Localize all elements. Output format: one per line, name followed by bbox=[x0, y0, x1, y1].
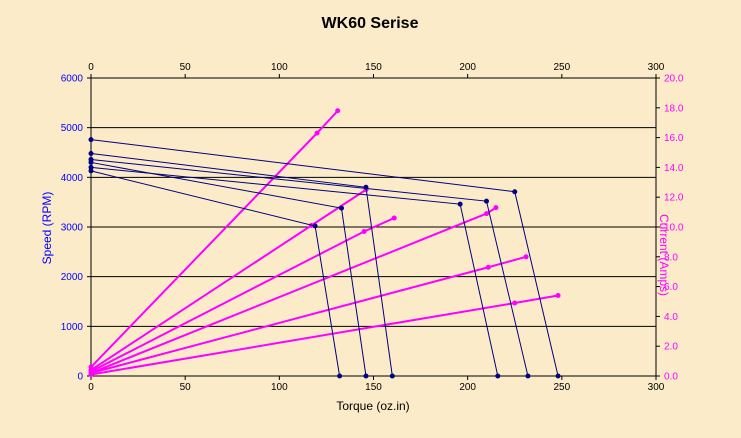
x-top-tick-label: 100 bbox=[271, 62, 288, 73]
speed-data-point bbox=[484, 198, 489, 204]
x-tick-label: 200 bbox=[459, 382, 476, 393]
grid-lines bbox=[91, 127, 656, 327]
speed-data-point bbox=[88, 150, 94, 156]
current-data-point bbox=[484, 211, 489, 217]
x-top-tick-label: 150 bbox=[365, 62, 382, 73]
y2-tick-label: 18.0 bbox=[664, 103, 684, 114]
speed-data-point bbox=[457, 201, 463, 207]
y2-tick-label: 0.0 bbox=[664, 372, 678, 383]
current-data-point bbox=[485, 264, 491, 270]
x-top-tick-label: 300 bbox=[648, 62, 665, 73]
current-data-point bbox=[361, 228, 367, 234]
x-tick-label: 250 bbox=[553, 382, 570, 393]
y-tick-label: 6000 bbox=[61, 74, 84, 85]
y2-tick-label: 2.0 bbox=[664, 342, 678, 353]
y-tick-label: 2000 bbox=[61, 272, 84, 283]
chart-title: WK60 Serise bbox=[322, 15, 419, 32]
y-tick-label: 5000 bbox=[61, 123, 84, 134]
x-tick-label: 100 bbox=[271, 382, 288, 393]
speed-data-point bbox=[363, 373, 369, 379]
speed-data-point bbox=[88, 168, 94, 174]
y2-tick-label: 4.0 bbox=[664, 312, 678, 323]
current-data-point bbox=[493, 205, 499, 211]
series-layer bbox=[88, 108, 561, 379]
y-axis-label: Speed (RPM) bbox=[40, 192, 54, 265]
x-top-tick-label: 250 bbox=[553, 62, 570, 73]
y2-axis-label: Current (Amps) bbox=[657, 214, 671, 296]
y2-tick-label: 20.0 bbox=[664, 74, 684, 85]
current-data-point bbox=[512, 300, 518, 306]
speed-data-point bbox=[312, 223, 318, 229]
current-data-point bbox=[523, 254, 529, 260]
y-tick-label: 1000 bbox=[61, 322, 84, 333]
y-tick-label: 0 bbox=[77, 372, 83, 383]
speed-data-point bbox=[88, 156, 94, 162]
current-data-point bbox=[88, 372, 94, 378]
x-top-tick-label: 200 bbox=[459, 62, 476, 73]
x-axis-label: Torque (oz.in) bbox=[336, 399, 409, 413]
current-data-point bbox=[314, 130, 320, 136]
x-tick-label: 50 bbox=[180, 382, 192, 393]
speed-data-point bbox=[337, 373, 343, 379]
current-data-point bbox=[391, 215, 397, 221]
y2-tick-label: 16.0 bbox=[664, 133, 684, 144]
x-tick-label: 300 bbox=[648, 382, 665, 393]
y2-tick-label: 12.0 bbox=[664, 193, 684, 204]
y2-tick-label: 10.0 bbox=[664, 223, 684, 234]
speed-data-point bbox=[88, 164, 94, 170]
x-top-tick-label: 50 bbox=[180, 62, 192, 73]
current-data-point bbox=[335, 108, 341, 114]
axes: 01000200030004000500060000.02.04.06.08.0… bbox=[61, 62, 684, 393]
x-top-tick-label: 0 bbox=[88, 62, 94, 73]
speed-data-point bbox=[495, 373, 501, 379]
speed-data-point bbox=[512, 189, 518, 195]
x-tick-label: 150 bbox=[365, 382, 382, 393]
speed-data-point bbox=[389, 373, 395, 379]
y2-tick-label: 8.0 bbox=[664, 252, 678, 263]
y2-tick-label: 6.0 bbox=[664, 282, 678, 293]
y-tick-label: 3000 bbox=[61, 223, 84, 234]
speed-data-point bbox=[338, 205, 344, 211]
y-tick-label: 4000 bbox=[61, 173, 84, 184]
speed-data-point bbox=[525, 373, 531, 379]
speed-data-point bbox=[88, 137, 94, 143]
y2-tick-label: 14.0 bbox=[664, 163, 684, 174]
current-data-point bbox=[555, 293, 561, 299]
x-tick-label: 0 bbox=[88, 382, 94, 393]
speed-data-point bbox=[555, 373, 561, 379]
